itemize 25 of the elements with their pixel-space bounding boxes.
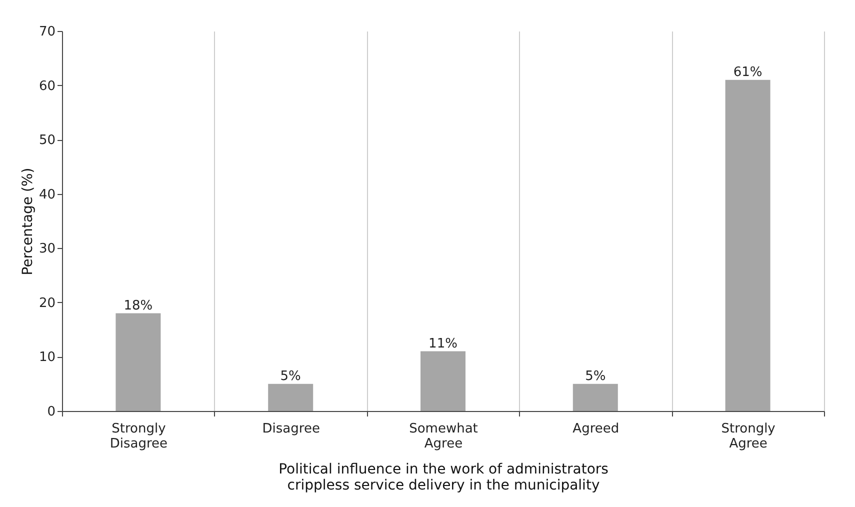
bar xyxy=(725,80,770,411)
y-tick-label: 10 xyxy=(38,350,56,366)
bar xyxy=(116,313,161,411)
y-axis-title: Percentage (%) xyxy=(20,168,36,276)
data-label: 5% xyxy=(280,368,301,384)
bar xyxy=(572,384,618,411)
y-tick-label: 70 xyxy=(38,24,56,40)
y-tick-label: 50 xyxy=(38,133,56,148)
x-tick-label: Disagree xyxy=(262,422,320,436)
data-label: 5% xyxy=(585,368,606,384)
data-label: 61% xyxy=(733,64,762,80)
y-tick-label: 30 xyxy=(38,242,56,257)
bar xyxy=(420,351,466,411)
y-tick-label: 20 xyxy=(38,296,56,311)
x-tick-label: Somewhat Agree xyxy=(409,422,478,452)
x-tick-label: Strongly Disagree xyxy=(110,422,168,452)
data-label: 11% xyxy=(428,336,458,352)
y-tick-label: 40 xyxy=(38,187,56,202)
x-tick-label: Strongly Agree xyxy=(721,422,776,452)
data-label: 18% xyxy=(124,298,153,314)
x-axis-title: Political influence in the work of administrators crippless service delivery in the municipality xyxy=(278,462,608,494)
y-tick-label: 60 xyxy=(38,78,56,94)
y-tick-label: 0 xyxy=(47,404,56,420)
bar xyxy=(268,384,314,411)
x-tick-label: Agreed xyxy=(572,422,620,436)
